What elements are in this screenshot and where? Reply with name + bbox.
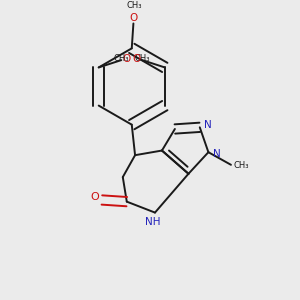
Text: CH₃: CH₃ xyxy=(127,1,142,10)
Text: NH: NH xyxy=(145,217,161,227)
Text: CH₃: CH₃ xyxy=(113,54,129,63)
Text: O: O xyxy=(133,54,141,64)
Text: O: O xyxy=(90,192,99,202)
Text: O: O xyxy=(129,13,137,23)
Text: O: O xyxy=(122,54,131,64)
Text: N: N xyxy=(213,148,221,158)
Text: N: N xyxy=(204,120,212,130)
Text: CH₃: CH₃ xyxy=(135,54,150,63)
Text: CH₃: CH₃ xyxy=(234,161,249,170)
